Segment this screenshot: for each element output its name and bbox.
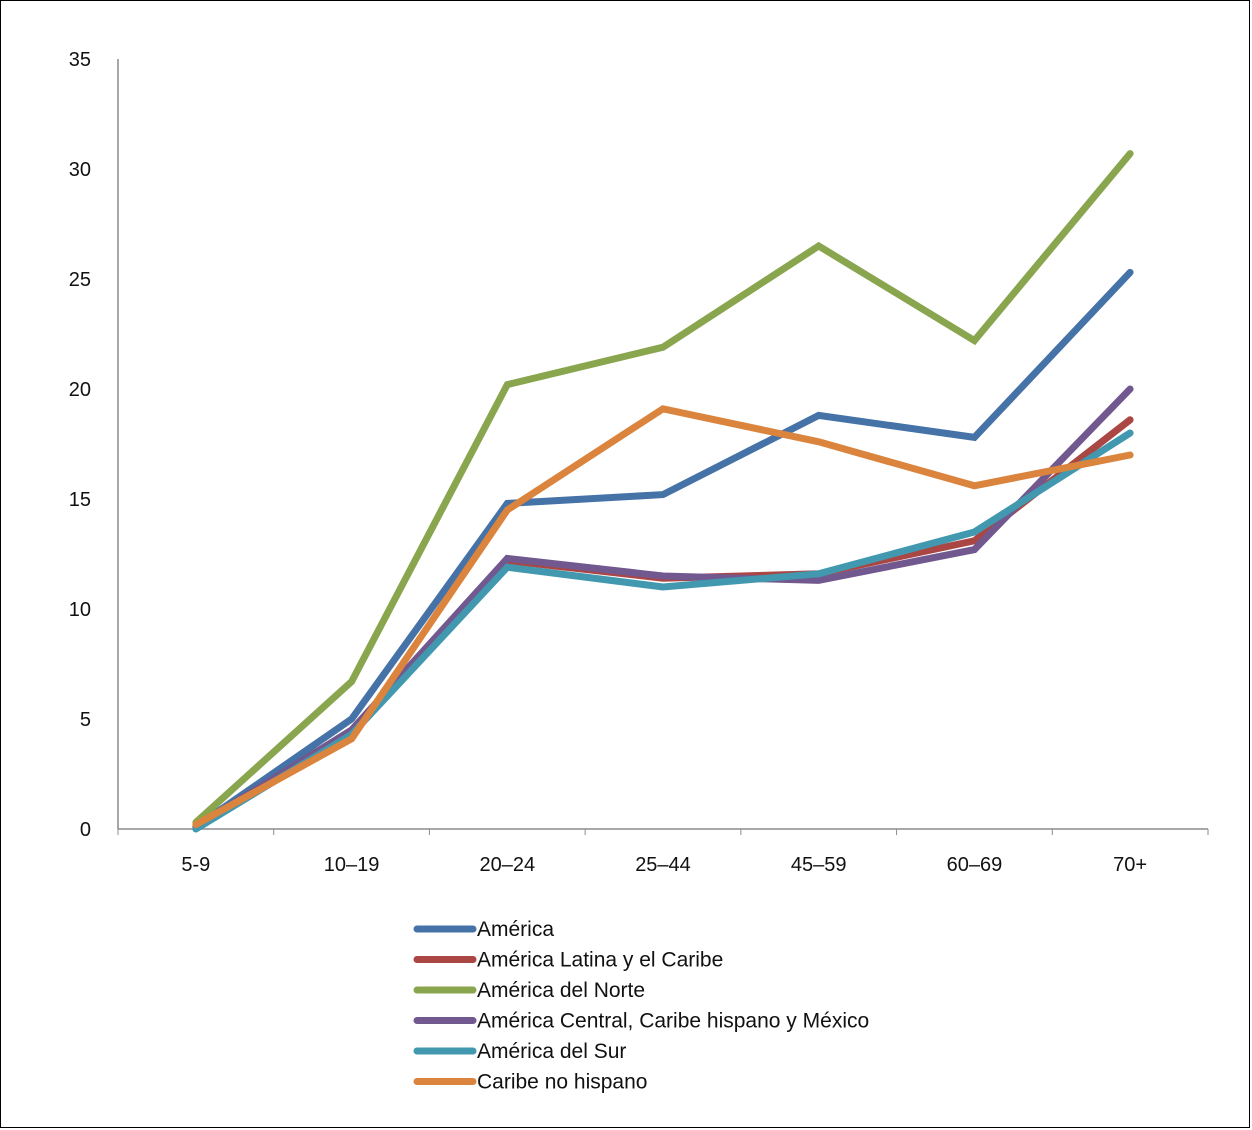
legend-item: América Latina y el Caribe (413, 949, 723, 972)
y-tick-label: 20 (69, 379, 91, 401)
legend-label: Caribe no hispano (477, 1071, 647, 1094)
legend-label: América del Norte (477, 979, 645, 1002)
x-tick-label: 20–24 (479, 854, 535, 876)
y-tick-label: 5 (80, 709, 91, 731)
y-tick-label: 0 (80, 819, 91, 841)
x-tick-label: 10–19 (324, 854, 380, 876)
x-tick-label: 60–69 (947, 854, 1003, 876)
y-tick-label: 10 (69, 599, 91, 621)
series-layer (192, 150, 1134, 833)
legend-label: América (477, 918, 554, 941)
x-tick-label: 5-9 (181, 854, 210, 876)
y-tick-label: 35 (69, 49, 91, 71)
x-tick-label: 45–59 (791, 854, 847, 876)
legend: América América Latina y el Caribe América… (413, 918, 869, 1094)
legend-label: América del Sur (477, 1040, 626, 1063)
legend-label: América Latina y el Caribe (477, 949, 723, 972)
legend-item: América (413, 918, 554, 941)
x-tick-label: 25–44 (635, 854, 691, 876)
series-line-3 (192, 150, 1134, 826)
legend-item: América Central, Caribe hispano y México (413, 1010, 869, 1033)
series-line-4 (192, 385, 1134, 831)
legend-item: América del Sur (413, 1040, 626, 1063)
series-line-1 (192, 268, 1134, 831)
x-tick-label: 70+ (1113, 854, 1147, 876)
legend-label: América Central, Caribe hispano y México (477, 1010, 869, 1033)
legend-item: Caribe no hispano (413, 1071, 647, 1094)
axes: 0 5 10 15 20 25 30 35 5-9 10–19 20–24 25–44 45–59 60–… (69, 49, 1209, 876)
legend-item: América del Norte (413, 979, 645, 1002)
series-line-6 (192, 405, 1134, 829)
y-tick-label: 15 (69, 489, 91, 511)
y-tick-label: 25 (69, 269, 91, 291)
y-tick-label: 30 (69, 159, 91, 181)
